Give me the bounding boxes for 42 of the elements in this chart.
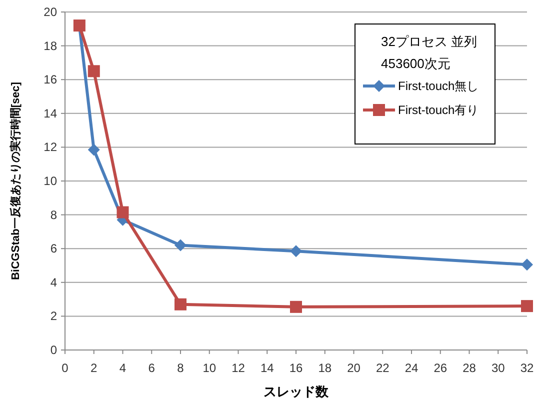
x-tick-label: 16 xyxy=(289,361,303,375)
point xyxy=(290,300,302,313)
x-tick-label: 4 xyxy=(119,361,126,375)
x-tick-label: 20 xyxy=(347,361,361,375)
y-tick-label: 4 xyxy=(50,275,58,290)
y-tick-label: 12 xyxy=(44,140,58,154)
x-tick-label: 28 xyxy=(462,361,476,375)
point xyxy=(521,300,533,312)
point xyxy=(174,239,186,252)
point xyxy=(521,258,533,271)
y-tick-label: 2 xyxy=(50,309,58,324)
y-tick-label: 10 xyxy=(44,174,58,188)
x-tick-label: 12 xyxy=(232,361,246,375)
y-tick-label: 6 xyxy=(50,242,58,256)
x-tick-label: 10 xyxy=(202,361,216,375)
point xyxy=(174,298,186,310)
x-tick-label: 26 xyxy=(434,361,448,375)
x-tick-label: 6 xyxy=(148,361,156,375)
y-tick-label: 20 xyxy=(44,5,58,19)
point xyxy=(290,245,302,258)
y-tick-label: 14 xyxy=(44,106,58,120)
y-tick-label: 16 xyxy=(44,72,58,87)
legend-label: First-touch無し xyxy=(398,79,479,93)
point xyxy=(88,65,100,78)
point xyxy=(116,206,129,218)
legend-label: First-touch有り xyxy=(398,103,479,117)
y-tick-label: 18 xyxy=(44,38,58,53)
point xyxy=(88,144,100,156)
x-tick-label: 18 xyxy=(318,361,332,375)
x-tick-label: 24 xyxy=(404,361,418,375)
x-tick-label: 2 xyxy=(90,361,98,375)
x-tick-label: 32 xyxy=(520,361,534,375)
x-tick-label: 22 xyxy=(376,361,390,375)
x-tick-label: 30 xyxy=(491,361,506,375)
y-tick-label: 0 xyxy=(50,343,58,357)
x-axis-title: スレッド数 xyxy=(264,384,330,399)
legend-title: 32プロセス 並列 453600次元 xyxy=(381,34,478,71)
y-tick-label: 8 xyxy=(50,208,58,222)
x-tick-label: 0 xyxy=(62,361,69,375)
x-tick-label: 14 xyxy=(260,361,274,375)
x-tick-label: 8 xyxy=(177,361,184,375)
y-axis-title: BiCGStab一反復あたりの実行時間[sec] xyxy=(9,82,22,280)
